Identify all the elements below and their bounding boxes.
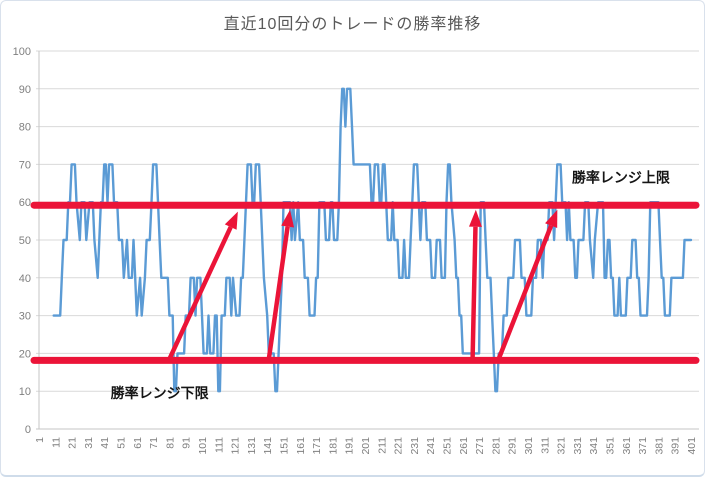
x-tick-label: 71 (148, 437, 160, 449)
x-tick-label: 381 (653, 437, 665, 455)
x-tick-label: 301 (523, 437, 535, 455)
x-tick-label: 351 (605, 437, 617, 455)
x-tick-label: 41 (99, 437, 111, 449)
y-tick-label: 10 (19, 386, 31, 398)
x-tick-label: 371 (637, 437, 649, 455)
x-tick-label: 21 (67, 437, 79, 449)
x-tick-label: 81 (164, 437, 176, 449)
y-tick-label: 70 (19, 159, 31, 171)
x-tick-label: 201 (360, 437, 372, 455)
breakout-arrow-head (545, 209, 558, 228)
x-tick-label: 131 (246, 437, 258, 455)
x-tick-label: 261 (458, 437, 470, 455)
breakout-arrow-shaft (266, 226, 290, 360)
x-tick-label: 311 (539, 437, 551, 454)
y-tick-label: 40 (19, 273, 31, 285)
x-tick-label: 211 (376, 437, 388, 454)
x-tick-label: 121 (230, 437, 242, 455)
breakout-arrow-shaft (167, 226, 233, 361)
breakout-arrow-head (468, 209, 482, 227)
x-tick-label: 1 (34, 437, 46, 443)
x-tick-label: 31 (83, 437, 95, 449)
chart-title: 直近10回分のトレードの勝率推移 (223, 16, 482, 33)
breakout-arrow-head (281, 209, 295, 228)
y-tick-label: 80 (19, 122, 31, 134)
y-tick-label: 0 (25, 424, 31, 436)
upper-limit-label: 勝率レンジ上限 (572, 170, 670, 186)
x-tick-label: 391 (670, 437, 682, 455)
x-tick-label: 111 (213, 437, 225, 453)
y-tick-label: 60 (19, 197, 31, 209)
x-tick-label: 251 (442, 437, 454, 455)
x-tick-label: 241 (425, 437, 437, 455)
x-tick-label: 321 (556, 437, 568, 455)
y-tick-label: 50 (19, 235, 31, 247)
x-tick-label: 51 (116, 437, 128, 449)
x-tick-label: 161 (295, 437, 307, 455)
x-tick-label: 341 (588, 437, 600, 455)
x-tick-label: 181 (327, 437, 339, 455)
x-tick-label: 291 (507, 437, 519, 455)
x-tick-label: 221 (393, 437, 405, 455)
x-tick-label: 191 (344, 437, 356, 455)
breakout-arrow-shaft (496, 224, 554, 360)
y-tick-label: 30 (19, 311, 31, 323)
y-tick-label: 20 (19, 348, 31, 360)
x-tick-label: 281 (490, 437, 502, 455)
x-tick-label: 151 (279, 437, 291, 455)
x-tick-label: 271 (474, 437, 486, 455)
x-tick-label: 61 (132, 437, 144, 449)
x-tick-label: 171 (311, 437, 323, 455)
lower-limit-label: 勝率レンジ下限 (111, 385, 209, 401)
x-tick-label: 331 (572, 437, 584, 455)
x-tick-label: 91 (181, 437, 193, 449)
x-tick-label: 141 (262, 437, 274, 455)
x-tick-label: 101 (197, 437, 209, 455)
x-tick-label: 11 (50, 437, 62, 448)
y-tick-label: 90 (19, 84, 31, 96)
winrate-line (52, 87, 693, 393)
x-tick-label: 231 (409, 437, 421, 455)
x-tick-label: 401 (686, 437, 698, 455)
breakout-arrow-shaft (470, 226, 478, 360)
y-tick-label: 100 (13, 46, 31, 58)
x-tick-label: 361 (621, 437, 633, 455)
breakout-arrow-head (224, 211, 238, 230)
